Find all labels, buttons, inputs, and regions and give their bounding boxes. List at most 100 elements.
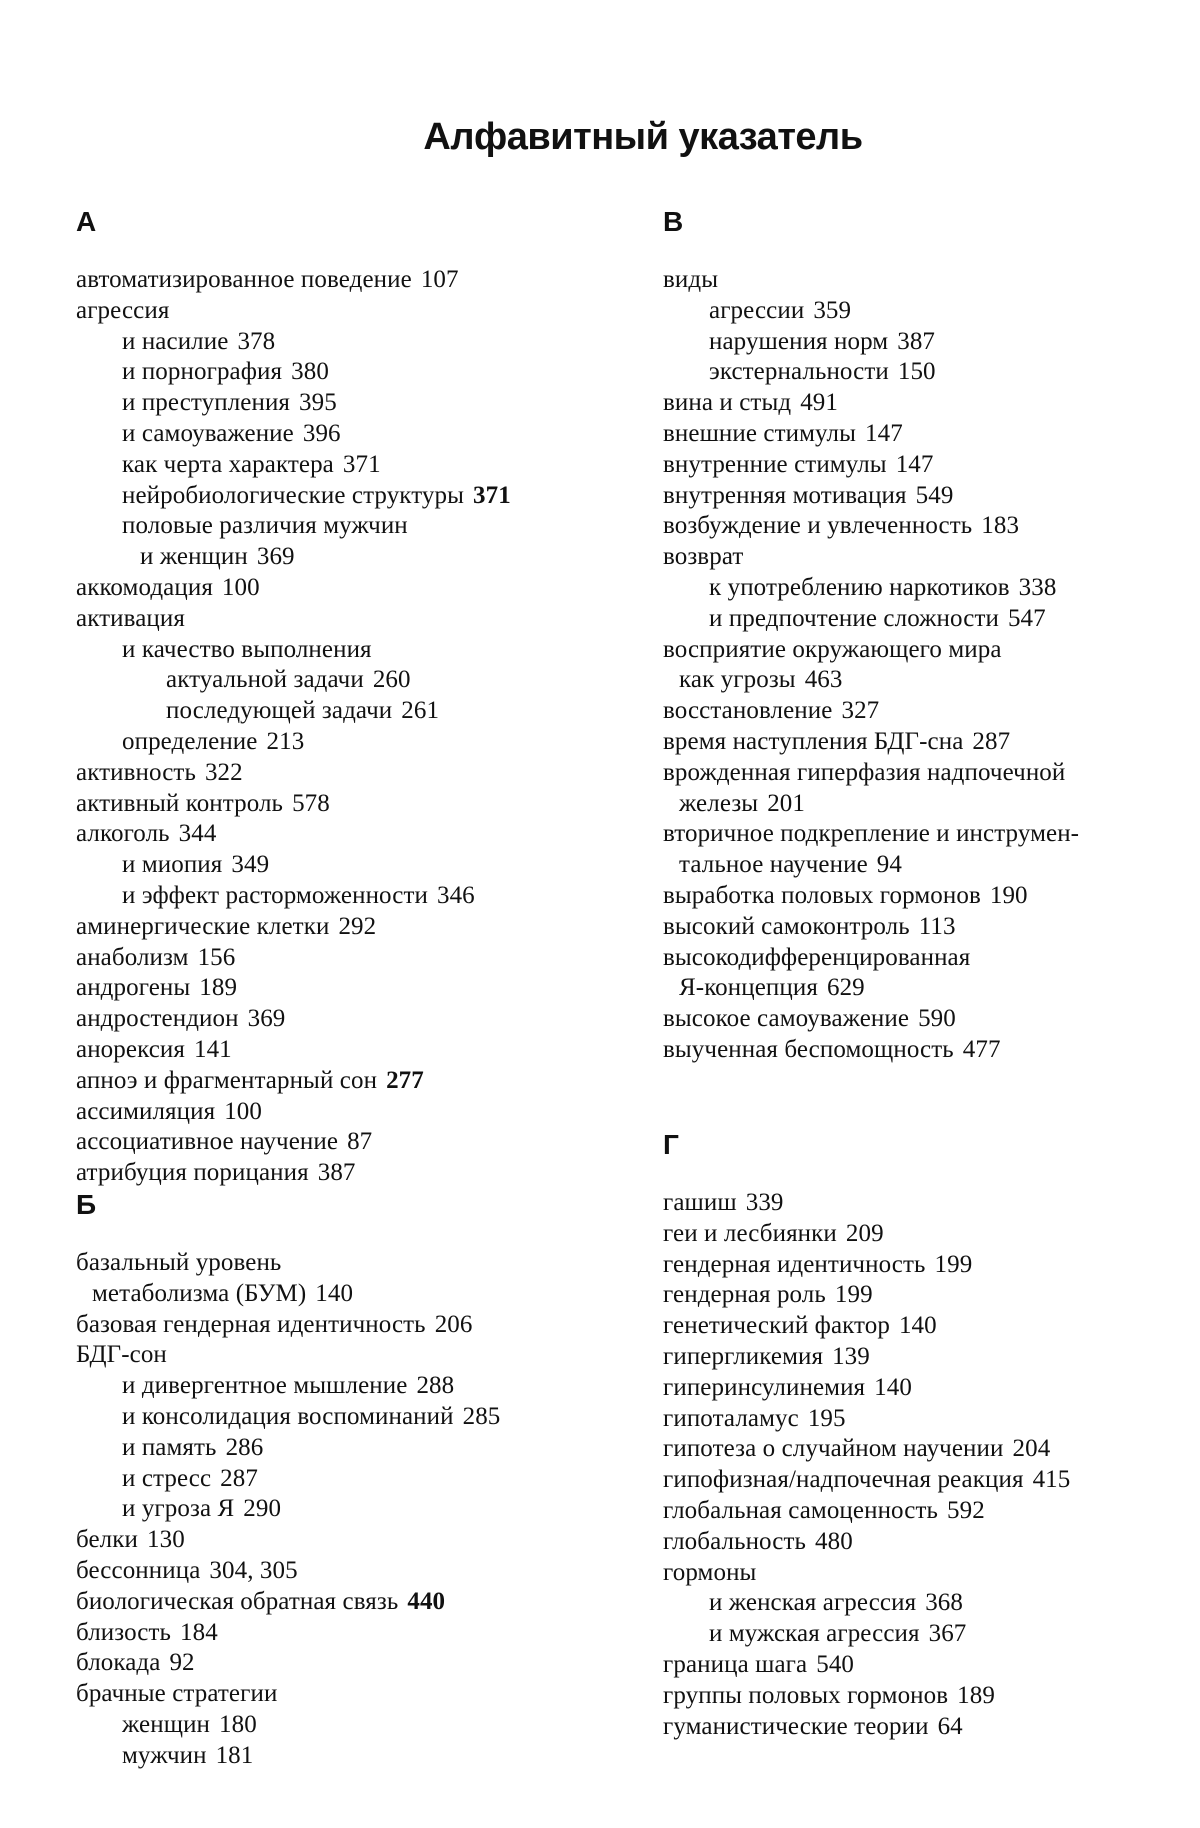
index-entry: к употреблению наркотиков338	[663, 573, 1200, 604]
index-entry: и стресс287	[76, 1464, 616, 1495]
entry-page-number: 322	[205, 759, 243, 786]
entry-page-number: 113	[919, 913, 956, 940]
entry-term: время наступления БДГ-сна	[663, 728, 963, 755]
entry-term: экстернальности	[709, 358, 889, 385]
entry-list: видыагрессии359нарушения норм387экстерна…	[663, 265, 1200, 1066]
index-entry: группы половых гормонов189	[663, 1681, 1200, 1712]
entry-term: гормоны	[663, 1559, 756, 1586]
entry-term: и память	[122, 1434, 217, 1461]
index-entry: активность 322	[76, 758, 616, 789]
entry-term: активация	[76, 605, 185, 632]
entry-page-number: 359	[813, 297, 851, 324]
index-entry: время наступления БДГ-сна287	[663, 727, 1200, 758]
index-entry: и память 286	[76, 1433, 616, 1464]
entry-page-number: 380	[291, 358, 329, 385]
entry-term: метаболизма (БУМ)	[92, 1280, 306, 1307]
entry-term: нарушения норм	[709, 328, 888, 355]
index-entry: и дивергентное мышление288	[76, 1371, 616, 1402]
index-section-g: Ггашиш339геи и лесбиянки209гендерная иде…	[663, 1128, 1200, 1742]
entry-page-number: 189	[957, 1682, 995, 1709]
entry-page-number: 395	[299, 389, 337, 416]
entry-term: половые различия мужчин	[122, 512, 408, 539]
index-entry: белки130	[76, 1525, 616, 1556]
index-entry: андрогены189	[76, 973, 616, 1004]
index-entry: апноэ и фрагментарный сон277	[76, 1066, 616, 1097]
entry-term: вина и стыд	[663, 389, 791, 416]
entry-term: и порнография	[122, 358, 282, 385]
entry-term: и миопия	[122, 851, 222, 878]
entry-page-number: 491	[800, 389, 838, 416]
index-entry: вина и стыд 491	[663, 388, 1200, 419]
index-entry: гипотеза о случайном научении204	[663, 1434, 1200, 1465]
index-entry: выученная беспомощность477	[663, 1035, 1200, 1066]
index-entry: глобальная самоценность592	[663, 1496, 1200, 1527]
entry-page-number: 292	[338, 913, 376, 940]
entry-term: актуальной задачи	[166, 666, 364, 693]
entry-term: женщин	[122, 1711, 210, 1738]
entry-term: внутренняя мотивация	[663, 482, 907, 509]
entry-page-number: 368	[925, 1589, 963, 1616]
entry-page-number: 180	[219, 1711, 257, 1738]
index-entry: нейробиологические структуры371	[76, 481, 616, 512]
entry-term: гендерная роль	[663, 1281, 826, 1308]
entry-page-number: 547	[1008, 605, 1046, 632]
entry-page-number: 147	[865, 420, 903, 447]
entry-term: апноэ и фрагментарный сон	[76, 1067, 377, 1094]
entry-page-number: 590	[918, 1005, 956, 1032]
index-entry: активация	[76, 604, 616, 635]
index-entry: и предпочтение сложности547	[663, 604, 1200, 635]
section-letter: Б	[76, 1188, 616, 1222]
entry-page-number: 387	[318, 1159, 356, 1186]
entry-page-number: 592	[947, 1497, 985, 1524]
entry-page-number: 463	[805, 666, 843, 693]
entry-term: последующей задачи	[166, 697, 392, 724]
index-entry: и самоуважение396	[76, 419, 616, 450]
index-entry: гипоталамус195	[663, 1404, 1200, 1435]
entry-term: анаболизм	[76, 944, 189, 971]
entry-term: аминергические клетки	[76, 913, 329, 940]
entry-term: возбуждение и увлеченность	[663, 512, 972, 539]
index-entry: женщин 180	[76, 1710, 616, 1741]
entry-page-number: 371	[473, 482, 511, 509]
entry-term: ассоциативное научение	[76, 1128, 338, 1155]
entry-page-number: 371	[343, 451, 381, 478]
entry-term: и преступления	[122, 389, 290, 416]
entry-page-number: 87	[347, 1128, 372, 1155]
entry-page-number: 189	[199, 974, 237, 1001]
entry-page-number: 204	[1013, 1435, 1051, 1462]
index-entry: базальный уровень	[76, 1248, 616, 1279]
index-entry: и мужская агрессия367	[663, 1619, 1200, 1650]
entry-term: аккомодация	[76, 574, 213, 601]
entry-page-number: 540	[816, 1651, 854, 1678]
index-entry: и насилие378	[76, 327, 616, 358]
entry-term: восстановление	[663, 697, 832, 724]
index-entry: гиперинсулинемия140	[663, 1373, 1200, 1404]
entry-page-number: 396	[303, 420, 341, 447]
index-entry: гуманистические теории64	[663, 1712, 1200, 1743]
index-entry: глобальность480	[663, 1527, 1200, 1558]
entry-page-number: 206	[435, 1311, 473, 1338]
entry-term: агрессии	[709, 297, 804, 324]
entry-term: и мужская агрессия	[709, 1620, 920, 1647]
entry-page-number: 141	[194, 1036, 232, 1063]
entry-term: определение	[122, 728, 258, 755]
entry-term: и женщин	[140, 543, 248, 570]
entry-page-number: 100	[224, 1098, 262, 1125]
index-entry: базовая гендерная идентичность206	[76, 1310, 616, 1341]
index-entry: и женщин369	[76, 542, 616, 573]
entry-page-number: 100	[222, 574, 260, 601]
entry-term: активность	[76, 759, 196, 786]
entry-page-number: 480	[815, 1528, 853, 1555]
index-entry: гендерная идентичность199	[663, 1250, 1200, 1281]
index-section-v: Ввидыагрессии359нарушения норм387экстерн…	[663, 205, 1200, 1066]
index-entry: внутренние стимулы147	[663, 450, 1200, 481]
entry-page-number: 213	[267, 728, 305, 755]
entry-page-number: 286	[226, 1434, 264, 1461]
entry-term: железы	[679, 790, 758, 817]
entry-term: выученная беспомощность	[663, 1036, 954, 1063]
index-entry: как черта характера371	[76, 450, 616, 481]
entry-page-number: 290	[243, 1495, 281, 1522]
index-entry: нарушения норм387	[663, 327, 1200, 358]
index-entry: Я-концепция629	[663, 973, 1200, 1004]
entry-term: мужчин	[122, 1742, 207, 1769]
